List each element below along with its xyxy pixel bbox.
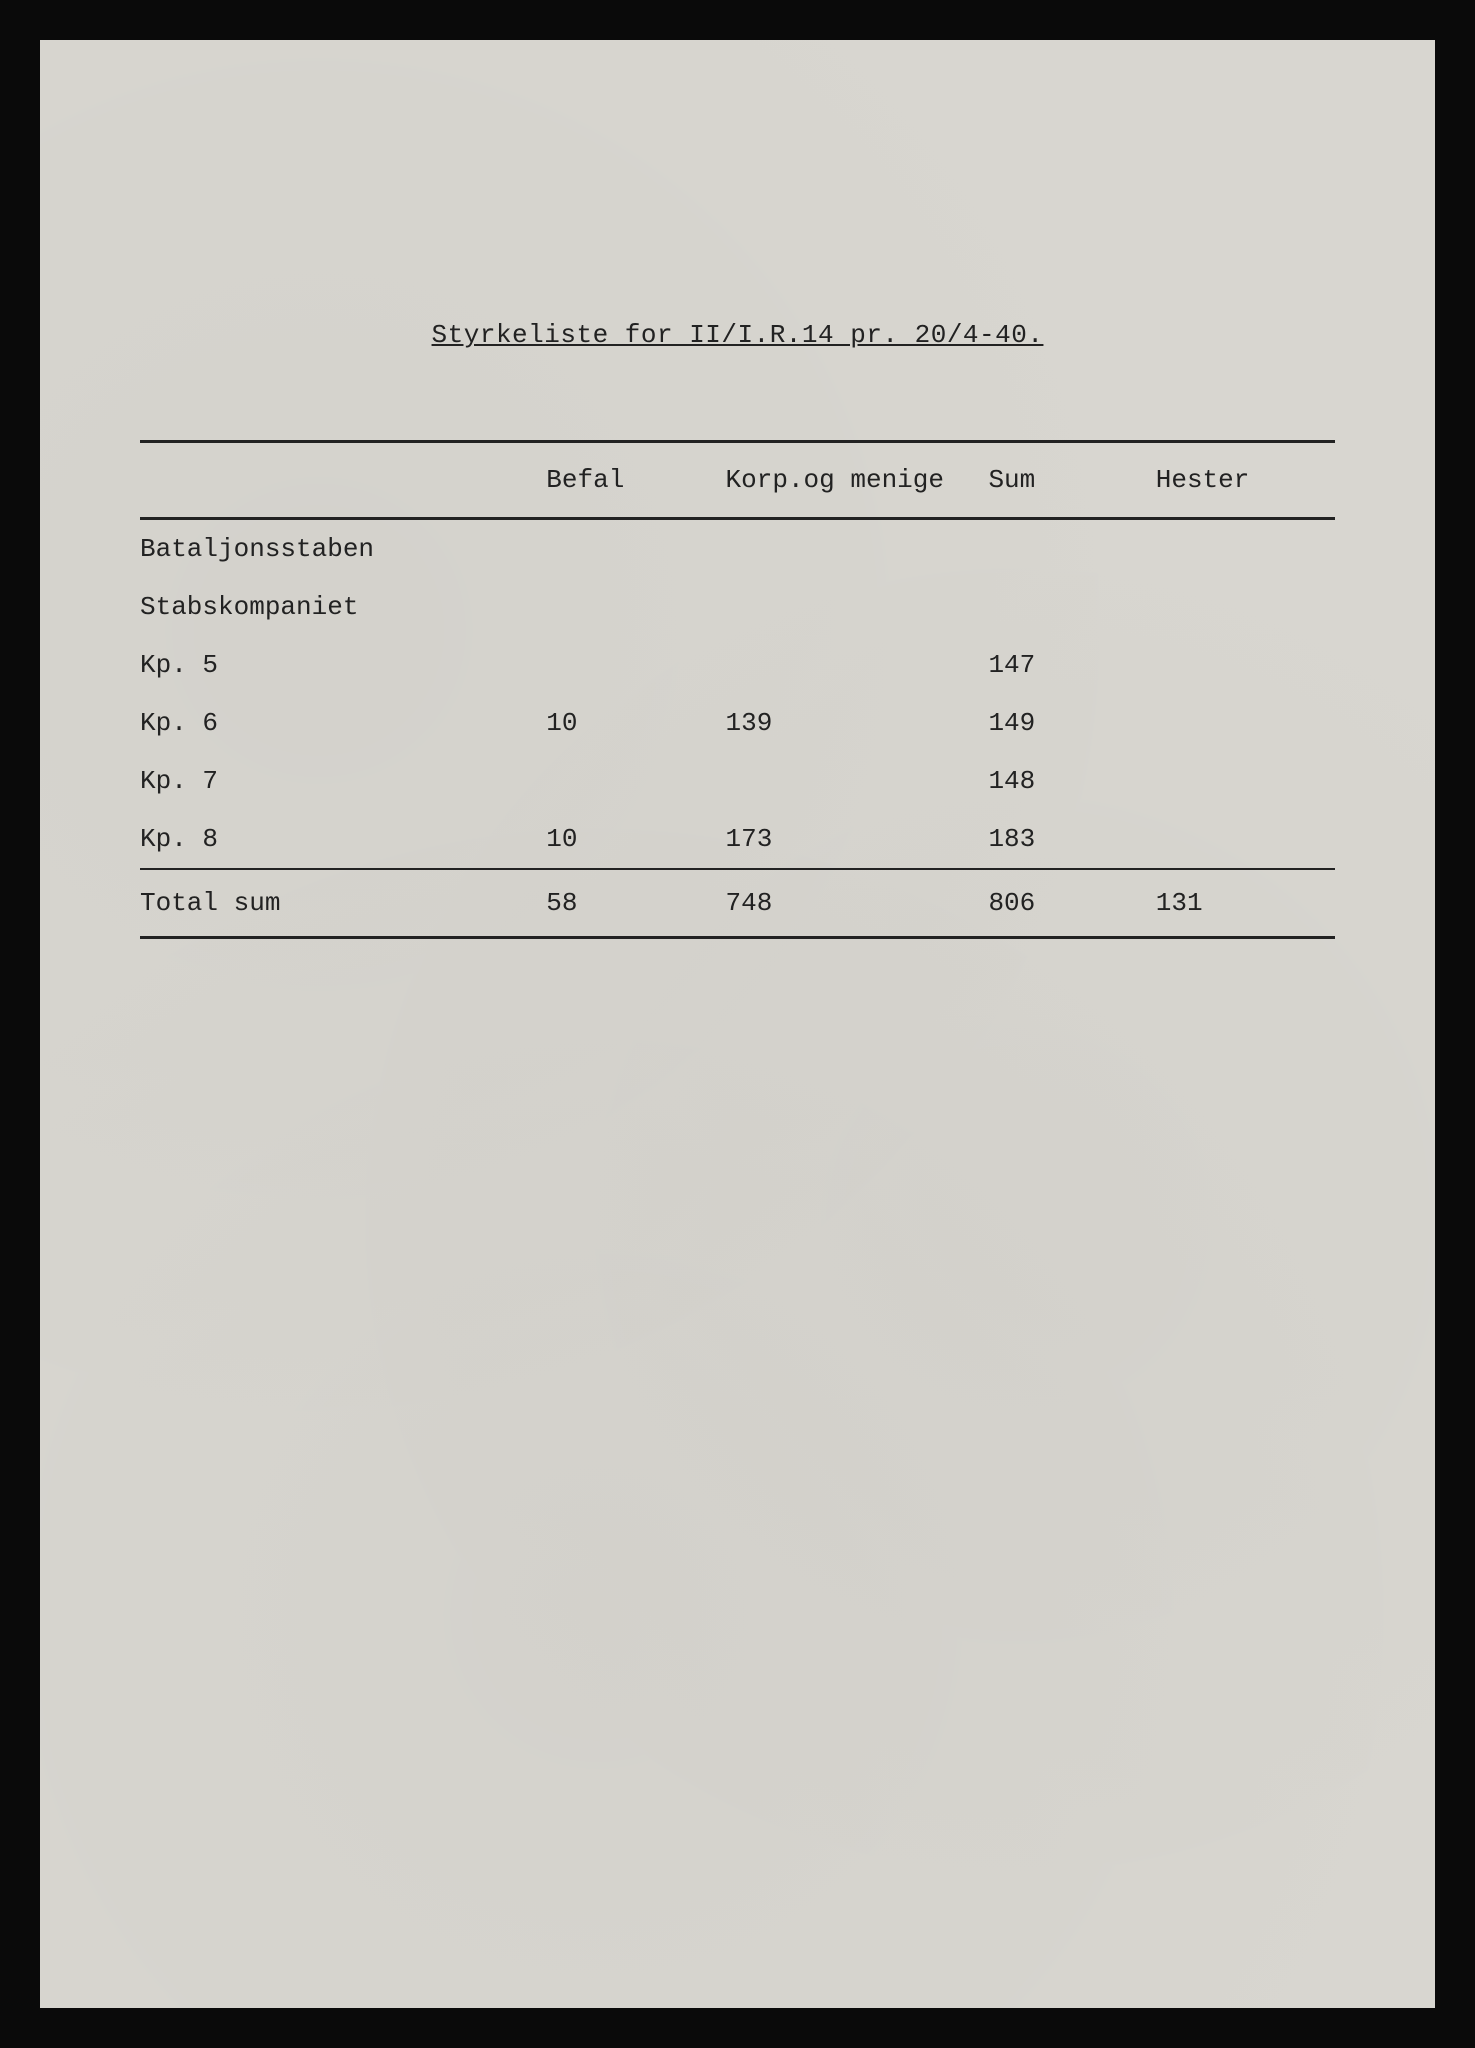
cell-befal (546, 636, 725, 694)
cell-sum (988, 578, 1155, 636)
col-header-korp: Korp.og menige (726, 443, 989, 517)
table-row: Kp. 5 147 (140, 636, 1335, 694)
cell-label: Kp. 7 (140, 752, 546, 810)
cell-befal (546, 752, 725, 810)
cell-label: Kp. 6 (140, 694, 546, 752)
col-header-label (140, 443, 546, 517)
cell-hest (1156, 694, 1335, 752)
table-row: Stabskompaniet (140, 578, 1335, 636)
cell-sum: 149 (988, 694, 1155, 752)
rule-bottom (140, 936, 1335, 939)
cell-hest (1156, 752, 1335, 810)
cell-hest (1156, 520, 1335, 578)
total-label: Total sum (140, 870, 546, 936)
cell-befal (546, 520, 725, 578)
total-korp: 748 (726, 870, 989, 936)
cell-korp (726, 636, 989, 694)
cell-hest (1156, 810, 1335, 868)
col-header-sum: Sum (988, 443, 1155, 517)
cell-label: Kp. 5 (140, 636, 546, 694)
cell-sum: 147 (988, 636, 1155, 694)
table-row: Kp. 6 10 139 149 (140, 694, 1335, 752)
cell-korp (726, 752, 989, 810)
cell-befal (546, 578, 725, 636)
table-row: Bataljonsstaben (140, 520, 1335, 578)
document-page: Styrkeliste for II/I.R.14 pr. 20/4-40. B… (40, 40, 1435, 2008)
total-befal: 58 (546, 870, 725, 936)
cell-korp: 173 (726, 810, 989, 868)
cell-label: Bataljonsstaben (140, 520, 546, 578)
total-sum: 806 (988, 870, 1155, 936)
data-table-body: Bataljonsstaben Stabskompaniet Kp. 5 147… (140, 520, 1335, 868)
table-header-row: Befal Korp.og menige Sum Hester (140, 443, 1335, 517)
cell-sum: 148 (988, 752, 1155, 810)
cell-hest (1156, 578, 1335, 636)
data-table-total: Total sum 58 748 806 131 (140, 870, 1335, 936)
cell-sum: 183 (988, 810, 1155, 868)
cell-sum (988, 520, 1155, 578)
cell-befal: 10 (546, 810, 725, 868)
page-title: Styrkeliste for II/I.R.14 pr. 20/4-40. (140, 320, 1335, 350)
cell-korp: 139 (726, 694, 989, 752)
cell-korp (726, 520, 989, 578)
cell-hest (1156, 636, 1335, 694)
cell-befal: 10 (546, 694, 725, 752)
table-row: Kp. 7 148 (140, 752, 1335, 810)
data-table: Befal Korp.og menige Sum Hester (140, 443, 1335, 517)
table-row: Kp. 8 10 173 183 (140, 810, 1335, 868)
col-header-hester: Hester (1156, 443, 1335, 517)
cell-label: Kp. 8 (140, 810, 546, 868)
col-header-befal: Befal (546, 443, 725, 517)
total-hester: 131 (1156, 870, 1335, 936)
cell-korp (726, 578, 989, 636)
table-total-row: Total sum 58 748 806 131 (140, 870, 1335, 936)
cell-label: Stabskompaniet (140, 578, 546, 636)
